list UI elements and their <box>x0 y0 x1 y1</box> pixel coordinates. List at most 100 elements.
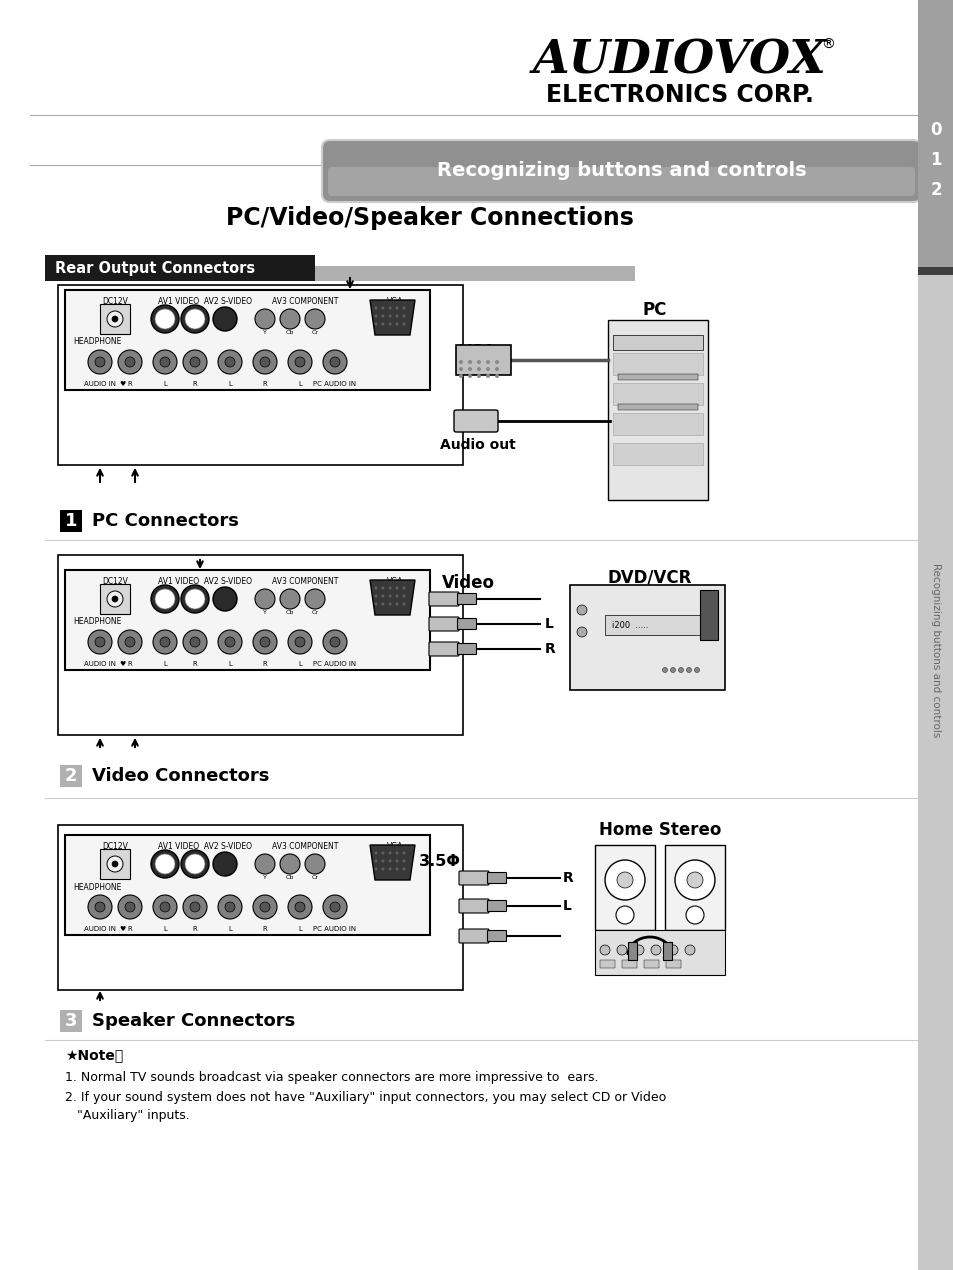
Text: L: L <box>562 899 571 913</box>
Circle shape <box>323 351 347 373</box>
Circle shape <box>112 596 118 602</box>
Bar <box>700 591 718 640</box>
Text: AUDIO IN: AUDIO IN <box>84 381 116 387</box>
Circle shape <box>495 367 498 371</box>
Bar <box>618 404 698 410</box>
Text: Video: Video <box>441 574 494 592</box>
Circle shape <box>151 585 179 613</box>
Bar <box>618 373 698 380</box>
Circle shape <box>694 668 699 673</box>
FancyBboxPatch shape <box>457 618 476 630</box>
Text: 3: 3 <box>65 1012 77 1030</box>
Circle shape <box>485 367 490 371</box>
Circle shape <box>95 357 105 367</box>
Text: HEADPHONE: HEADPHONE <box>73 338 121 347</box>
FancyBboxPatch shape <box>454 410 497 432</box>
Circle shape <box>670 668 675 673</box>
FancyBboxPatch shape <box>322 140 920 202</box>
Text: Recognizing buttons and controls: Recognizing buttons and controls <box>930 563 940 737</box>
Circle shape <box>294 357 305 367</box>
Circle shape <box>95 638 105 646</box>
Text: i200  .....: i200 ..... <box>611 621 648 630</box>
Circle shape <box>154 853 174 874</box>
Circle shape <box>88 630 112 654</box>
Circle shape <box>375 323 377 325</box>
Circle shape <box>323 895 347 919</box>
FancyBboxPatch shape <box>487 931 506 941</box>
Bar <box>607 320 707 500</box>
Circle shape <box>686 668 691 673</box>
Circle shape <box>213 587 236 611</box>
Circle shape <box>154 589 174 610</box>
Text: AUDIO IN: AUDIO IN <box>84 926 116 932</box>
Circle shape <box>667 945 678 955</box>
Circle shape <box>395 315 398 318</box>
Circle shape <box>476 359 480 364</box>
Circle shape <box>684 945 695 955</box>
Circle shape <box>330 638 339 646</box>
Text: AV1 VIDEO  AV2 S-VIDEO: AV1 VIDEO AV2 S-VIDEO <box>158 842 252 851</box>
Circle shape <box>183 895 207 919</box>
Bar <box>621 960 637 968</box>
FancyBboxPatch shape <box>487 900 506 912</box>
Circle shape <box>375 306 377 310</box>
Circle shape <box>402 315 405 318</box>
Circle shape <box>112 861 118 867</box>
Circle shape <box>395 587 398 589</box>
Circle shape <box>381 602 384 606</box>
Text: 3.5Φ: 3.5Φ <box>418 855 460 870</box>
FancyBboxPatch shape <box>458 928 489 944</box>
Circle shape <box>375 587 377 589</box>
Circle shape <box>185 309 205 329</box>
Text: Cb: Cb <box>286 875 294 880</box>
Text: L: L <box>297 660 301 667</box>
Text: Cr: Cr <box>312 330 318 335</box>
Bar <box>100 304 130 334</box>
Circle shape <box>476 373 480 378</box>
Bar <box>664 845 724 930</box>
Circle shape <box>395 867 398 870</box>
Bar <box>60 765 82 787</box>
Bar <box>917 271 953 1270</box>
Circle shape <box>218 351 242 373</box>
Circle shape <box>95 902 105 912</box>
Circle shape <box>395 860 398 862</box>
Circle shape <box>160 357 170 367</box>
Text: L: L <box>163 660 167 667</box>
Circle shape <box>253 351 276 373</box>
Circle shape <box>330 902 339 912</box>
Bar <box>314 265 635 281</box>
Circle shape <box>604 860 644 900</box>
Bar <box>456 345 511 375</box>
Circle shape <box>225 357 234 367</box>
Circle shape <box>183 351 207 373</box>
Circle shape <box>685 906 703 925</box>
Circle shape <box>151 305 179 333</box>
Circle shape <box>151 850 179 878</box>
Circle shape <box>495 373 498 378</box>
Circle shape <box>125 902 135 912</box>
Circle shape <box>125 638 135 646</box>
Circle shape <box>381 867 384 870</box>
Text: 1. Normal TV sounds broadcast via speaker connectors are more impressive to  ear: 1. Normal TV sounds broadcast via speake… <box>65 1071 598 1083</box>
Bar <box>569 585 724 690</box>
Circle shape <box>395 851 398 855</box>
Circle shape <box>468 373 472 378</box>
Circle shape <box>152 630 177 654</box>
Circle shape <box>402 594 405 597</box>
Circle shape <box>388 860 391 862</box>
Bar <box>58 555 462 735</box>
Circle shape <box>402 851 405 855</box>
Circle shape <box>375 867 377 870</box>
Circle shape <box>181 305 209 333</box>
Circle shape <box>395 306 398 310</box>
Text: ELECTRONICS CORP.: ELECTRONICS CORP. <box>545 83 813 107</box>
Circle shape <box>375 602 377 606</box>
Text: AV3 COMPONENT: AV3 COMPONENT <box>272 297 337 306</box>
Circle shape <box>678 668 682 673</box>
Text: PC AUDIO IN: PC AUDIO IN <box>314 926 356 932</box>
Circle shape <box>305 589 325 610</box>
Text: R: R <box>262 381 267 387</box>
Circle shape <box>152 351 177 373</box>
Circle shape <box>468 367 472 371</box>
